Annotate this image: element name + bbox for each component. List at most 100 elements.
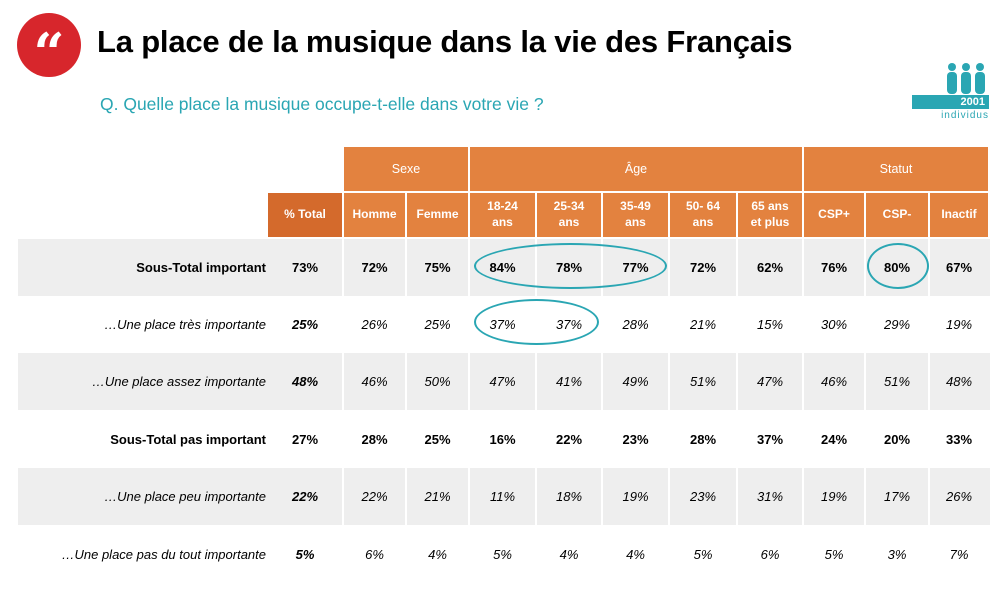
table-cell: 19% <box>945 317 973 332</box>
column-header: % Total <box>268 193 342 237</box>
column-header: 50- 64 ans <box>670 193 736 237</box>
row-label: …Une place pas du tout importante <box>61 547 266 562</box>
table-cell: 16% <box>489 432 516 447</box>
table-cell: 4% <box>428 547 447 562</box>
row-label: …Une place peu importante <box>104 489 266 504</box>
table-cell: 67% <box>945 260 973 275</box>
table-cell: 51% <box>883 374 911 389</box>
group-header: Statut <box>804 147 988 191</box>
table-cell: 22% <box>291 489 319 504</box>
column-divider <box>405 193 407 585</box>
column-divider <box>468 193 470 585</box>
table-cell: 6% <box>365 547 384 562</box>
column-header: 25-34 ans <box>537 193 601 237</box>
table-cell: 19% <box>820 489 848 504</box>
column-divider <box>601 193 603 585</box>
column-header: 18-24 ans <box>470 193 535 237</box>
row-label: Sous-Total pas important <box>110 432 266 447</box>
table-cell: 75% <box>424 260 451 275</box>
table-cell: 46% <box>361 374 388 389</box>
row-shading <box>18 468 990 525</box>
table-cell: 46% <box>820 374 848 389</box>
row-label: …Une place assez importante <box>91 374 266 389</box>
table-cell: 25% <box>424 317 451 332</box>
table-cell: 21% <box>424 489 451 504</box>
table-cell: 11% <box>489 489 516 504</box>
column-divider <box>802 193 804 585</box>
table-cell: 19% <box>622 489 649 504</box>
highlight-ellipse <box>474 299 599 345</box>
column-header: 65 ans et plus <box>738 193 802 237</box>
table-cell: 41% <box>555 374 583 389</box>
table-cell: 37% <box>756 432 784 447</box>
table-cell: 26% <box>945 489 973 504</box>
table-cell: 17% <box>883 489 911 504</box>
column-divider <box>668 193 670 585</box>
column-header: CSP+ <box>804 193 864 237</box>
table-cell: 72% <box>361 260 388 275</box>
page-title: La place de la musique dans la vie des F… <box>97 24 793 59</box>
column-header: Inactif <box>930 193 988 237</box>
column-divider <box>535 193 537 585</box>
table-cell: 28% <box>622 317 649 332</box>
table-cell: 28% <box>689 432 717 447</box>
table-cell: 5% <box>493 547 512 562</box>
table-cell: 26% <box>361 317 388 332</box>
table-cell: 23% <box>622 432 649 447</box>
table-cell: 73% <box>291 260 319 275</box>
group-header: Âge <box>470 147 802 191</box>
table-cell: 4% <box>626 547 645 562</box>
highlight-ellipse <box>474 243 667 289</box>
table-cell: 76% <box>820 260 848 275</box>
highlight-ellipse <box>867 243 929 289</box>
table-cell: 4% <box>559 547 579 562</box>
table-cell: 47% <box>489 374 516 389</box>
column-header: 35-49 ans <box>603 193 668 237</box>
table-cell: 20% <box>883 432 911 447</box>
column-divider <box>342 193 344 585</box>
group-header: Sexe <box>344 147 468 191</box>
sample-unit: individus <box>941 110 989 121</box>
survey-question: Q. Quelle place la musique occupe-t-elle… <box>100 94 544 114</box>
table-cell: 25% <box>424 432 451 447</box>
table-cell: 48% <box>291 374 319 389</box>
table-cell: 21% <box>689 317 717 332</box>
column-header: CSP- <box>866 193 928 237</box>
table-cell: 62% <box>756 260 784 275</box>
row-label: Sous-Total important <box>136 260 266 275</box>
table-cell: 15% <box>756 317 784 332</box>
column-divider <box>736 193 738 585</box>
table-cell: 7% <box>949 547 969 562</box>
table-cell: 29% <box>883 317 911 332</box>
table-cell: 5% <box>824 547 844 562</box>
table-cell: 3% <box>887 547 907 562</box>
row-shading <box>18 353 990 410</box>
table-cell: 24% <box>820 432 848 447</box>
table-cell: 6% <box>760 547 780 562</box>
column-divider <box>864 193 866 585</box>
table-cell: 72% <box>689 260 717 275</box>
table-cell: 18% <box>555 489 583 504</box>
table-cell: 30% <box>820 317 848 332</box>
table-cell: 50% <box>424 374 451 389</box>
table-cell: 31% <box>756 489 784 504</box>
sample-count: 2001 <box>912 95 989 109</box>
table-cell: 5% <box>693 547 713 562</box>
quote-logo-icon: “ <box>17 13 81 80</box>
table-cell: 23% <box>689 489 717 504</box>
table-cell: 25% <box>291 317 319 332</box>
table-cell: 27% <box>291 432 319 447</box>
column-header: Homme <box>344 193 405 237</box>
row-label: …Une place très importante <box>104 317 266 332</box>
column-divider <box>928 193 930 585</box>
table-cell: 22% <box>361 489 388 504</box>
people-icon <box>947 63 985 94</box>
table-cell: 47% <box>756 374 784 389</box>
sample-size-badge: 2001 individus <box>912 62 989 122</box>
table-cell: 22% <box>555 432 583 447</box>
table-cell: 5% <box>295 547 315 562</box>
table-cell: 49% <box>622 374 649 389</box>
table-cell: 33% <box>945 432 973 447</box>
table-cell: 28% <box>361 432 388 447</box>
table-cell: 48% <box>945 374 973 389</box>
